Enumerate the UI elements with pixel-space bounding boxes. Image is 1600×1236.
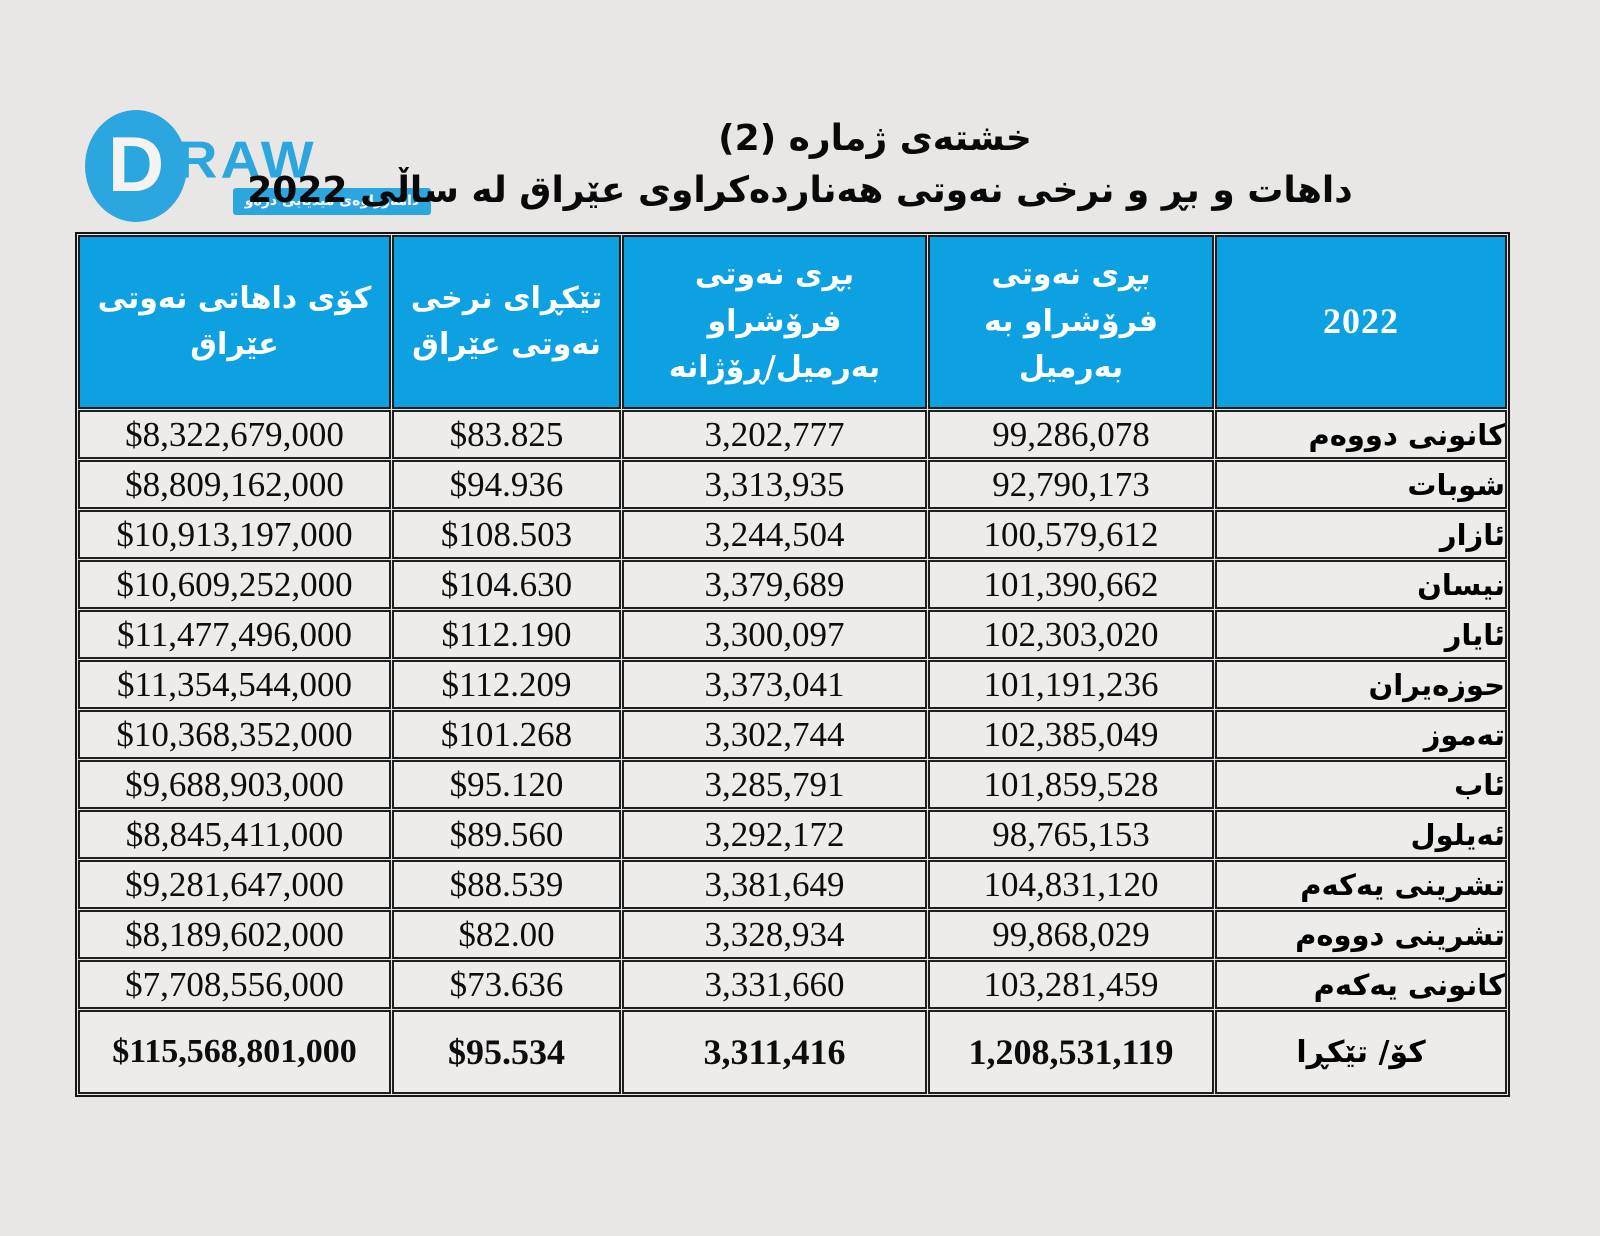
cell-revenue: $11,354,544,000: [78, 660, 391, 709]
cell-barrels: 99,286,078: [928, 410, 1214, 459]
cell-price: $112.209: [392, 660, 621, 709]
cell-barrels: 100,579,612: [928, 510, 1214, 559]
cell-month: حوزەیران: [1215, 660, 1507, 709]
total-label: کۆ/ تێکڕا: [1215, 1010, 1507, 1094]
cell-daily: 3,202,777: [622, 410, 927, 459]
cell-price: $82.00: [392, 910, 621, 959]
cell-price: $112.190: [392, 610, 621, 659]
cell-daily: 3,302,744: [622, 710, 927, 759]
cell-barrels: 102,385,049: [928, 710, 1214, 759]
total-price: $95.534: [392, 1010, 621, 1094]
cell-price: $73.636: [392, 960, 621, 1009]
cell-price: $95.120: [392, 760, 621, 809]
cell-price: $104.630: [392, 560, 621, 609]
total-row: $115,568,801,000 $95.534 3,311,416 1,208…: [78, 1010, 1507, 1094]
header-total-revenue: کۆی داهاتی نەوتی عێراق: [78, 235, 391, 409]
draw-logo: D RAW دامەزراوەی میدیایی درەو: [85, 108, 431, 226]
cell-revenue: $10,913,197,000: [78, 510, 391, 559]
table-row: $11,354,544,000 $112.209 3,373,041 101,1…: [78, 660, 1507, 709]
cell-revenue: $11,477,496,000: [78, 610, 391, 659]
total-barrels: 1,208,531,119: [928, 1010, 1214, 1094]
oil-revenue-table: کۆی داهاتی نەوتی عێراق تێکڕای نرخی نەوتی…: [75, 232, 1510, 1097]
table-row: $7,708,556,000 $73.636 3,331,660 103,281…: [78, 960, 1507, 1009]
cell-month: کانونی یەکەم: [1215, 960, 1507, 1009]
cell-price: $88.539: [392, 860, 621, 909]
cell-month: ئازار: [1215, 510, 1507, 559]
page-title: داهات و بڕ و نرخی نەوتی هەناردەکراوی عێر…: [247, 170, 1353, 211]
cell-month: تشرینی دووەم: [1215, 910, 1507, 959]
cell-price: $94.936: [392, 460, 621, 509]
table-header-row: کۆی داهاتی نەوتی عێراق تێکڕای نرخی نەوتی…: [78, 235, 1507, 409]
draw-logo-oval-icon: D: [85, 110, 187, 222]
cell-month: ئایار: [1215, 610, 1507, 659]
cell-barrels: 99,868,029: [928, 910, 1214, 959]
cell-daily: 3,292,172: [622, 810, 927, 859]
cell-price: $83.825: [392, 410, 621, 459]
cell-daily: 3,373,041: [622, 660, 927, 709]
table-row: $9,688,903,000 $95.120 3,285,791 101,859…: [78, 760, 1507, 809]
header-barrels-daily: بڕی نەوتی فرۆشراو بەرمیل/ڕۆژانە: [622, 235, 927, 409]
cell-month: شوبات: [1215, 460, 1507, 509]
table-row: $8,809,162,000 $94.936 3,313,935 92,790,…: [78, 460, 1507, 509]
cell-daily: 3,285,791: [622, 760, 927, 809]
cell-barrels: 101,390,662: [928, 560, 1214, 609]
cell-month: کانونی دووەم: [1215, 410, 1507, 459]
header-year: 2022: [1215, 235, 1507, 409]
draw-logo-d: D: [107, 120, 165, 208]
cell-daily: 3,244,504: [622, 510, 927, 559]
table-row: $11,477,496,000 $112.190 3,300,097 102,3…: [78, 610, 1507, 659]
cell-revenue: $8,845,411,000: [78, 810, 391, 859]
cell-revenue: $9,281,647,000: [78, 860, 391, 909]
cell-barrels: 103,281,459: [928, 960, 1214, 1009]
cell-barrels: 101,859,528: [928, 760, 1214, 809]
cell-daily: 3,331,660: [622, 960, 927, 1009]
cell-daily: 3,328,934: [622, 910, 927, 959]
total-daily: 3,311,416: [622, 1010, 927, 1094]
table-row: $10,609,252,000 $104.630 3,379,689 101,3…: [78, 560, 1507, 609]
cell-barrels: 98,765,153: [928, 810, 1214, 859]
cell-revenue: $10,609,252,000: [78, 560, 391, 609]
cell-daily: 3,379,689: [622, 560, 927, 609]
cell-daily: 3,300,097: [622, 610, 927, 659]
header-barrels-sold: بڕی نەوتی فرۆشراو بە بەرمیل: [928, 235, 1214, 409]
cell-revenue: $8,809,162,000: [78, 460, 391, 509]
table-row: $8,189,602,000 $82.00 3,328,934 99,868,0…: [78, 910, 1507, 959]
draw-logo-banner: دامەزراوەی میدیایی درەو: [233, 188, 431, 215]
cell-revenue: $7,708,556,000: [78, 960, 391, 1009]
cell-month: نیسان: [1215, 560, 1507, 609]
cell-daily: 3,313,935: [622, 460, 927, 509]
cell-month: ئەیلول: [1215, 810, 1507, 859]
cell-price: $108.503: [392, 510, 621, 559]
cell-price: $101.268: [392, 710, 621, 759]
cell-barrels: 92,790,173: [928, 460, 1214, 509]
cell-daily: 3,381,649: [622, 860, 927, 909]
table-row: $10,368,352,000 $101.268 3,302,744 102,3…: [78, 710, 1507, 759]
cell-revenue: $8,322,679,000: [78, 410, 391, 459]
cell-revenue: $10,368,352,000: [78, 710, 391, 759]
cell-month: تەموز: [1215, 710, 1507, 759]
cell-revenue: $8,189,602,000: [78, 910, 391, 959]
cell-price: $89.560: [392, 810, 621, 859]
table-row: $8,322,679,000 $83.825 3,202,777 99,286,…: [78, 410, 1507, 459]
table-row: $9,281,647,000 $88.539 3,381,649 104,831…: [78, 860, 1507, 909]
cell-barrels: 101,191,236: [928, 660, 1214, 709]
total-revenue: $115,568,801,000: [78, 1010, 391, 1094]
cell-barrels: 102,303,020: [928, 610, 1214, 659]
cell-month: ئاب: [1215, 760, 1507, 809]
table-row: $10,913,197,000 $108.503 3,244,504 100,5…: [78, 510, 1507, 559]
cell-barrels: 104,831,120: [928, 860, 1214, 909]
table-number-title: خشتەی ژماره (2): [718, 118, 1032, 159]
table-row: $8,845,411,000 $89.560 3,292,172 98,765,…: [78, 810, 1507, 859]
cell-revenue: $9,688,903,000: [78, 760, 391, 809]
cell-month: تشرینی یەکەم: [1215, 860, 1507, 909]
header-average-price: تێکڕای نرخی نەوتی عێراق: [392, 235, 621, 409]
draw-logo-raw: RAW: [177, 130, 317, 189]
